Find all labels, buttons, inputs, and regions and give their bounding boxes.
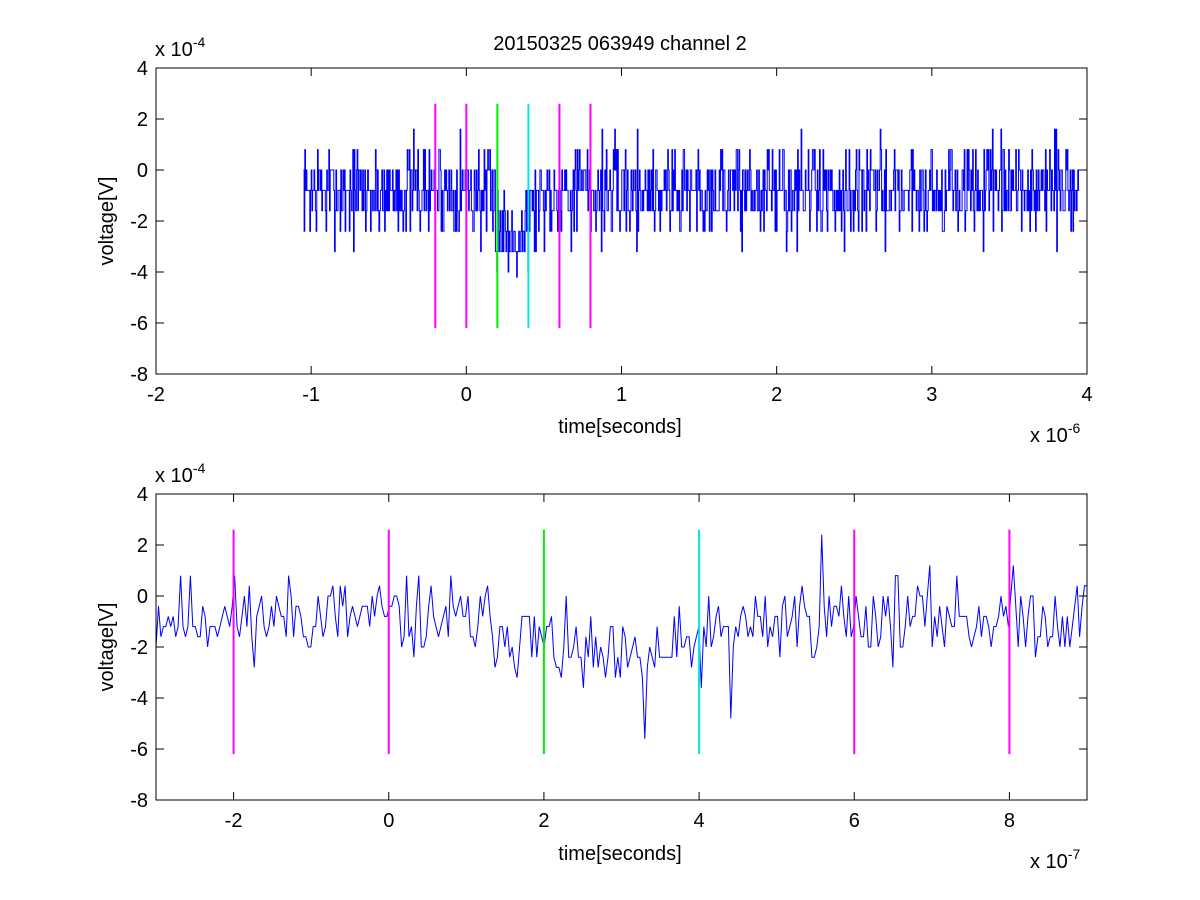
bottom-y-multiplier: x 10-4 (155, 460, 205, 487)
x-tick-label: 0 (461, 384, 472, 406)
top-y-axis-label: voltage[V] (96, 177, 118, 266)
chart-title: 20150325 063949 channel 2 (493, 33, 747, 55)
y-tick-label: -4 (130, 262, 148, 284)
y-tick-label: -4 (130, 688, 148, 710)
top-x-axis-label: time[seconds] (558, 416, 681, 438)
signal-trace (303, 128, 1080, 278)
bottom-y-ticks: -8 -6 -4 -2 0 2 4 (130, 484, 1087, 812)
y-tick-label: 0 (137, 586, 148, 608)
top-x-multiplier: x 10-6 (1030, 420, 1080, 447)
top-panel: -2 -1 0 1 2 3 4 -8 -6 -4 -2 0 2 4 time[seconds] volt… (96, 34, 1093, 447)
y-tick-label: -6 (130, 739, 148, 761)
x-tick-label: 3 (926, 384, 937, 406)
top-y-multiplier-exponent: -4 (193, 34, 206, 50)
bottom-x-multiplier-base: x 10 (1030, 851, 1068, 873)
bottom-x-ticks: -2 0 2 4 6 8 (225, 494, 1015, 832)
y-tick-label: 2 (137, 109, 148, 131)
y-tick-label: 4 (137, 58, 148, 80)
bottom-y-multiplier-exponent: -4 (193, 460, 206, 476)
x-tick-label: -2 (225, 810, 243, 832)
x-tick-label: 2 (538, 810, 549, 832)
top-marker-lines (434, 103, 592, 329)
x-tick-label: 6 (849, 810, 860, 832)
y-tick-label: 0 (137, 160, 148, 182)
top-y-multiplier: x 10-4 (155, 34, 205, 61)
y-tick-label: 2 (137, 535, 148, 557)
x-tick-label: 4 (1081, 384, 1092, 406)
signal-trace (155, 534, 1087, 739)
x-tick-label: 0 (383, 810, 394, 832)
y-tick-label: 4 (137, 484, 148, 506)
top-plot-frame (155, 67, 1088, 375)
y-tick-label: -6 (130, 313, 148, 335)
y-tick-label: -8 (130, 790, 148, 812)
x-tick-label: -2 (147, 384, 165, 406)
bottom-x-axis-label: time[seconds] (558, 843, 681, 865)
y-tick-label: -2 (130, 637, 148, 659)
bottom-x-multiplier: x 10-7 (1030, 846, 1080, 873)
x-tick-label: 4 (694, 810, 705, 832)
x-tick-label: 1 (616, 384, 627, 406)
top-y-ticks: -8 -6 -4 -2 0 2 4 (130, 58, 1087, 386)
bottom-series (155, 534, 1087, 739)
x-tick-label: 8 (1004, 810, 1015, 832)
x-tick-label: -1 (302, 384, 320, 406)
y-tick-label: -8 (130, 364, 148, 386)
bottom-y-multiplier-base: x 10 (155, 465, 193, 487)
top-x-ticks: -2 -1 0 1 2 3 4 (147, 68, 1093, 406)
top-series (303, 128, 1080, 278)
bottom-y-axis-label: voltage[V] (96, 603, 118, 692)
bottom-panel: -2 0 2 4 6 8 -8 -6 -4 -2 0 2 4 time[seconds] voltag… (96, 460, 1088, 873)
x-tick-label: 2 (771, 384, 782, 406)
bottom-marker-lines (232, 529, 1011, 755)
y-tick-label: -2 (130, 211, 148, 233)
top-y-multiplier-base: x 10 (155, 39, 193, 61)
top-x-multiplier-base: x 10 (1030, 425, 1068, 447)
top-x-multiplier-exponent: -6 (1068, 420, 1081, 436)
bottom-x-multiplier-exponent: -7 (1068, 846, 1081, 862)
